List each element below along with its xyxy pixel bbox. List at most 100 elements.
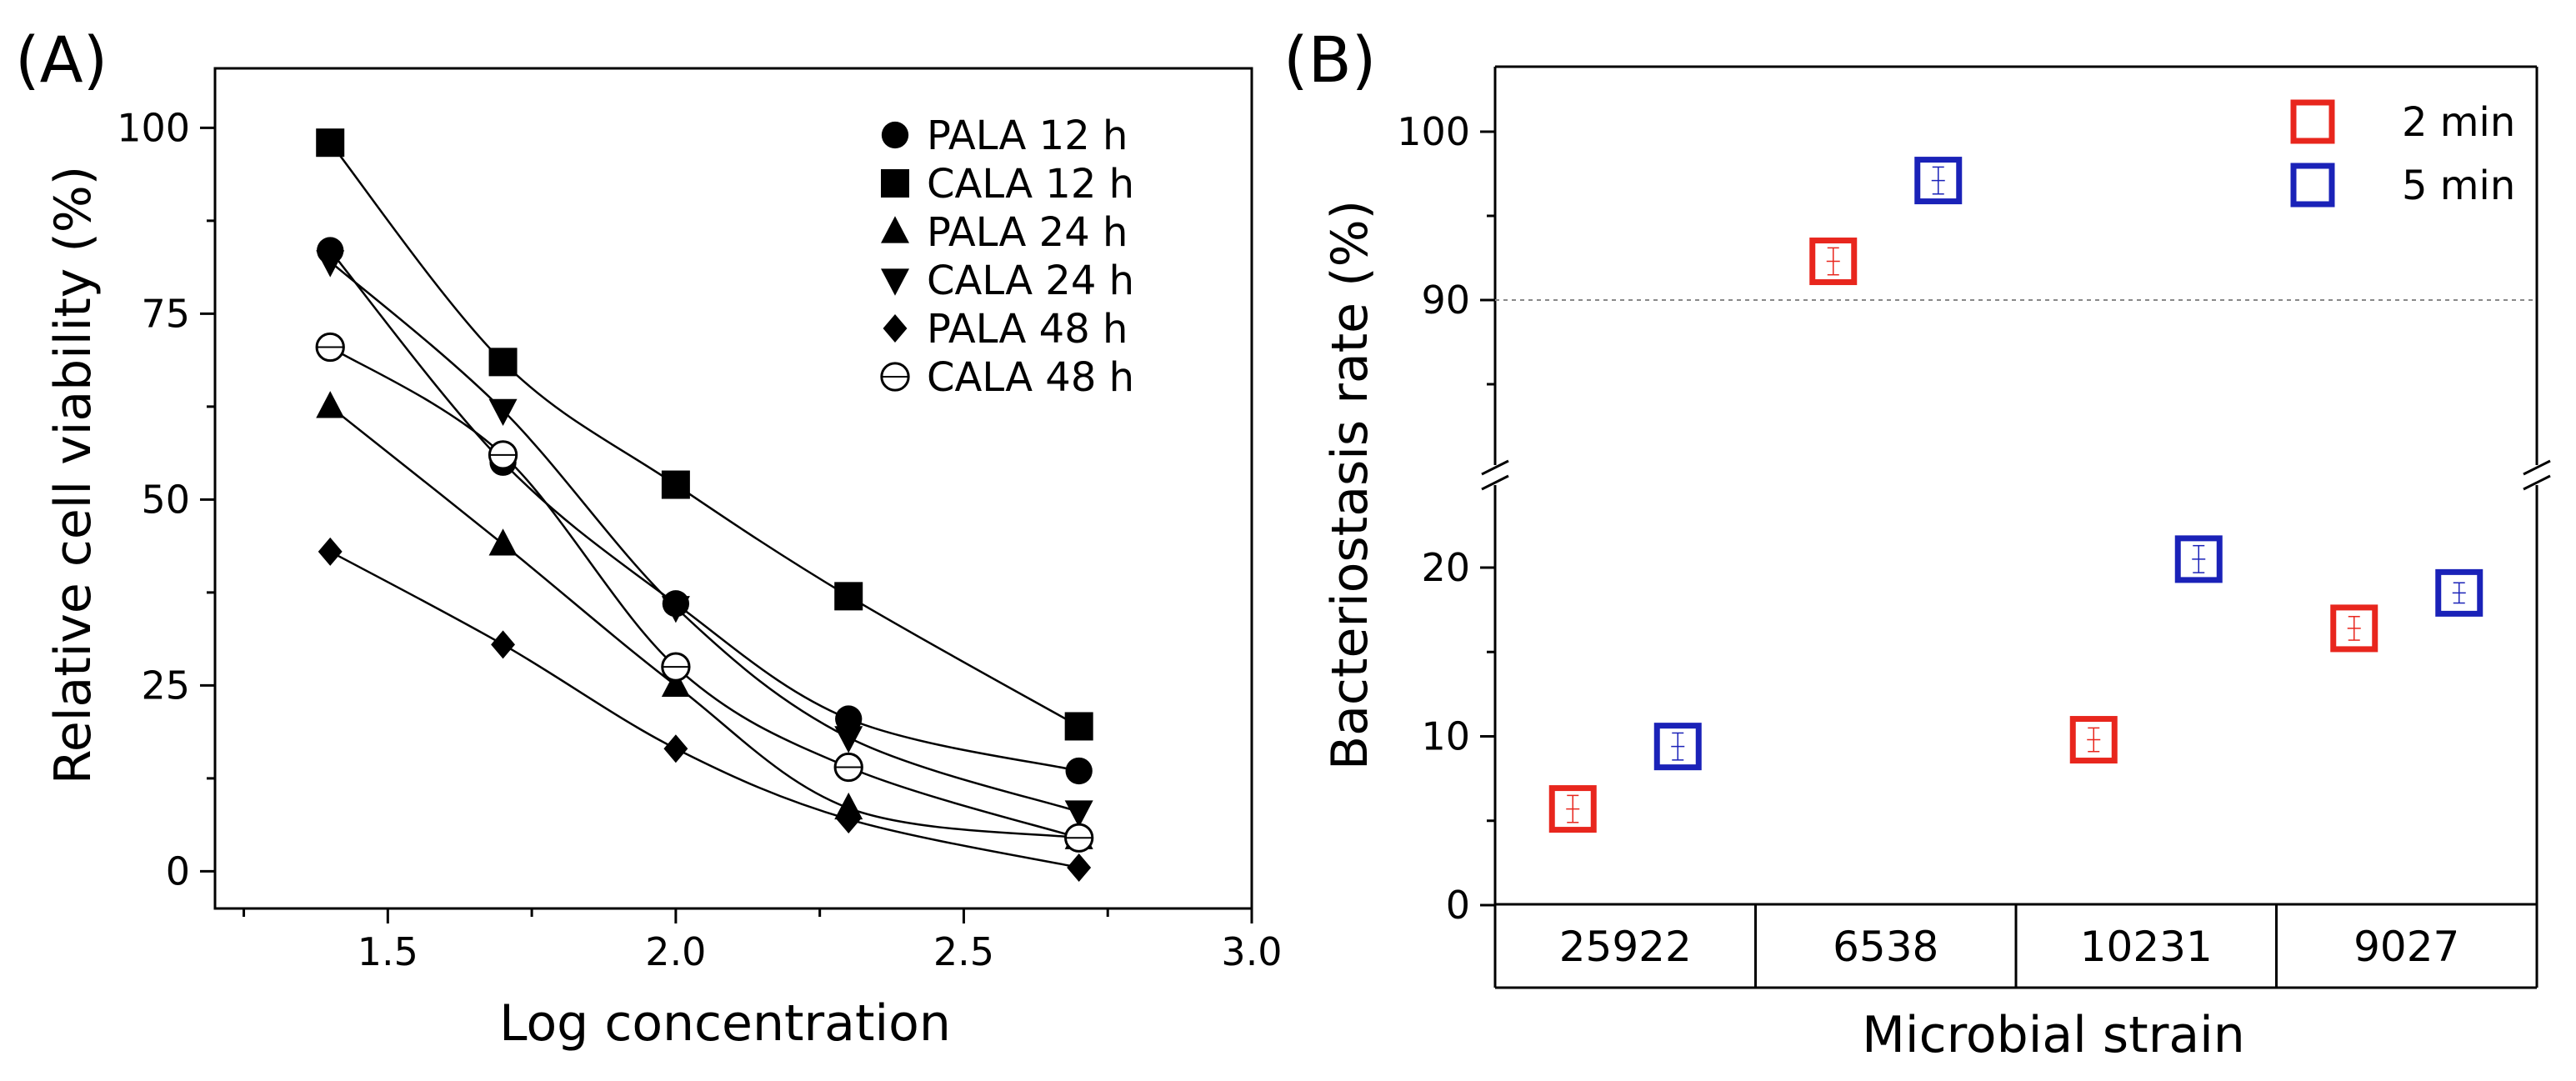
y-tick-label: 20 xyxy=(1421,545,1470,590)
legend-entry: 2 min xyxy=(2290,99,2515,146)
marker-triangle-down xyxy=(1064,800,1093,828)
series-curve xyxy=(329,346,1080,839)
marker-open-circle xyxy=(488,440,518,470)
marker-diamond xyxy=(1067,853,1092,882)
marker-square xyxy=(488,348,518,377)
axis-break-mark xyxy=(1481,474,1509,491)
x-tick-label: 1.5 xyxy=(358,929,418,974)
panel-b-plot-frame xyxy=(1481,65,2551,989)
panel-b-label: (B) xyxy=(1283,23,1376,97)
marker-diamond xyxy=(491,630,516,659)
marker-open-circle xyxy=(661,652,691,682)
legend-entry: CALA 48 h xyxy=(880,354,1134,401)
marker-triangle-down xyxy=(881,268,909,296)
y-tick-label: 0 xyxy=(166,848,190,893)
marker-square xyxy=(661,470,690,499)
legend-label: CALA 12 h xyxy=(927,161,1134,208)
category-label: 25922 xyxy=(1559,923,1692,971)
category-label: 6538 xyxy=(1833,923,1938,971)
panel-a-markers xyxy=(315,128,1094,882)
category-label: 10231 xyxy=(2080,923,2213,971)
data-point xyxy=(2174,535,2223,583)
legend-entry: CALA 24 h xyxy=(881,258,1134,304)
category-label: 9027 xyxy=(2353,923,2459,971)
y-tick-label: 100 xyxy=(117,105,190,150)
legend-marker-square xyxy=(2290,163,2335,208)
panel-b-ylabel: Bacteriostasis rate (%) xyxy=(1321,200,1379,770)
panel-b-legend: 2 min 5 min xyxy=(2290,99,2515,209)
marker-square xyxy=(1548,785,1597,833)
legend-label: CALA 24 h xyxy=(927,258,1134,304)
marker-open-circle xyxy=(880,362,910,392)
panel-b-ticks: 0 10 20 90 100 xyxy=(1397,109,1495,928)
panel-a-plot-frame xyxy=(213,67,1253,910)
marker-square xyxy=(2069,716,2118,764)
legend-marker-square xyxy=(2290,99,2335,144)
legend-label: PALA 12 h xyxy=(927,113,1128,159)
x-tick-label: 3.0 xyxy=(1221,929,1282,974)
data-point xyxy=(1914,157,1963,205)
axis-break-mark xyxy=(2523,459,2551,476)
panel-a-xlabel: Log concentration xyxy=(499,994,951,1053)
panel-b-xlabel: Microbial strain xyxy=(1862,1006,2245,1064)
x-tick-label: 2.0 xyxy=(645,929,706,974)
marker-square xyxy=(834,582,863,611)
axis-break-mark xyxy=(1481,459,1509,476)
y-tick-label: 100 xyxy=(1397,109,1470,154)
marker-open-circle xyxy=(833,752,863,783)
marker-square xyxy=(1064,712,1093,741)
marker-open-circle xyxy=(315,332,345,363)
data-point xyxy=(2435,568,2483,617)
marker-triangle-up xyxy=(661,669,690,697)
data-point xyxy=(2330,604,2378,653)
legend-entry: PALA 48 h xyxy=(883,306,1128,353)
y-tick-label: 0 xyxy=(1446,883,1470,928)
marker-square xyxy=(2174,535,2223,583)
data-point xyxy=(1809,238,1858,286)
y-tick-label: 10 xyxy=(1421,714,1470,759)
y-tick-label: 75 xyxy=(141,291,190,336)
marker-square xyxy=(2330,604,2378,653)
legend-entry: CALA 12 h xyxy=(881,161,1134,208)
x-tick-label: 2.5 xyxy=(933,929,994,974)
y-tick-label: 50 xyxy=(141,477,190,522)
marker-diamond xyxy=(663,734,688,763)
marker-triangle-up xyxy=(881,216,909,243)
series-curve xyxy=(329,405,1079,839)
legend-label: CALA 48 h xyxy=(927,354,1134,401)
marker-square xyxy=(2435,568,2483,617)
legend-label: 5 min xyxy=(2402,163,2515,209)
panel-b-markers xyxy=(1548,157,2483,833)
legend-entry: PALA 12 h xyxy=(881,113,1128,159)
marker-open-circle xyxy=(1064,823,1094,853)
axis-break-mark xyxy=(2523,474,2551,491)
data-point xyxy=(2069,716,2118,764)
marker-circle xyxy=(1065,757,1093,785)
legend-label: PALA 24 h xyxy=(927,209,1128,256)
marker-diamond xyxy=(836,804,861,833)
marker-square xyxy=(881,169,909,198)
panel-b-chart: (B) 0 10 20 90 100 25922 6538 10231 9027 2 min 5… xyxy=(1283,23,2551,1064)
marker-triangle-down xyxy=(488,398,518,427)
marker-square xyxy=(1914,157,1963,205)
y-tick-label: 90 xyxy=(1421,278,1470,323)
panel-a-label: (A) xyxy=(15,23,108,97)
panel-a-ticks: 1.5 2.0 2.5 3.0 0 25 50 75 100 xyxy=(117,105,1282,974)
marker-triangle-up xyxy=(488,528,518,556)
marker-diamond xyxy=(318,537,343,566)
y-tick-label: 25 xyxy=(141,663,190,708)
marker-triangle-down xyxy=(661,596,690,623)
legend-label: 2 min xyxy=(2402,99,2515,146)
legend-label: PALA 48 h xyxy=(927,306,1128,353)
marker-square xyxy=(316,128,345,158)
marker-triangle-up xyxy=(316,391,345,418)
marker-triangle-down xyxy=(834,726,863,753)
marker-diamond xyxy=(883,314,908,343)
panel-b-categories: 25922 6538 10231 9027 xyxy=(1559,904,2459,988)
panel-a-ylabel: Relative cell viability (%) xyxy=(44,166,103,784)
marker-circle xyxy=(835,705,863,733)
marker-square xyxy=(1809,238,1858,286)
marker-circle xyxy=(881,121,909,149)
data-point xyxy=(1548,785,1597,833)
